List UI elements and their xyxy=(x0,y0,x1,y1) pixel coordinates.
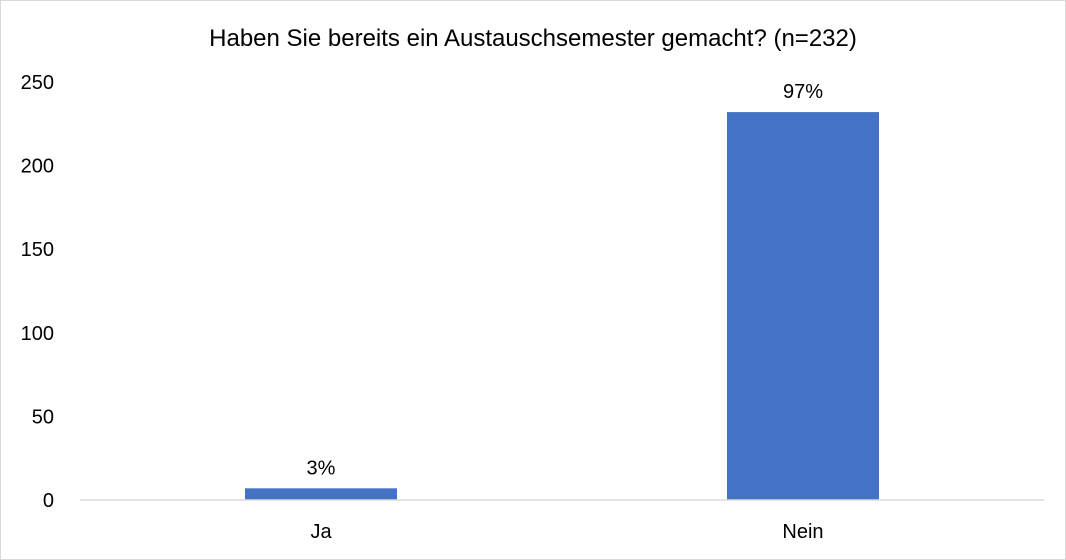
y-tick-label: 150 xyxy=(21,239,54,261)
data-label: 97% xyxy=(783,81,823,103)
y-tick-label: 100 xyxy=(21,323,54,345)
data-labels: 3% 97% xyxy=(307,81,824,479)
y-tick-label: 200 xyxy=(21,156,54,178)
y-tick-label: 50 xyxy=(32,406,54,428)
y-axis-ticks: 0 50 100 150 200 250 xyxy=(21,72,54,512)
y-tick-label: 250 xyxy=(21,72,54,94)
y-tick-label: 0 xyxy=(43,490,54,512)
chart-title: Haben Sie bereits ein Austauschsemester … xyxy=(209,25,857,52)
bars xyxy=(245,112,879,500)
data-label: 3% xyxy=(307,457,336,479)
x-category-label: Nein xyxy=(782,521,823,543)
x-axis-categories: Ja Nein xyxy=(310,521,823,543)
x-category-label: Ja xyxy=(310,521,332,543)
bar-ja xyxy=(245,488,397,500)
bar-nein xyxy=(727,112,879,500)
